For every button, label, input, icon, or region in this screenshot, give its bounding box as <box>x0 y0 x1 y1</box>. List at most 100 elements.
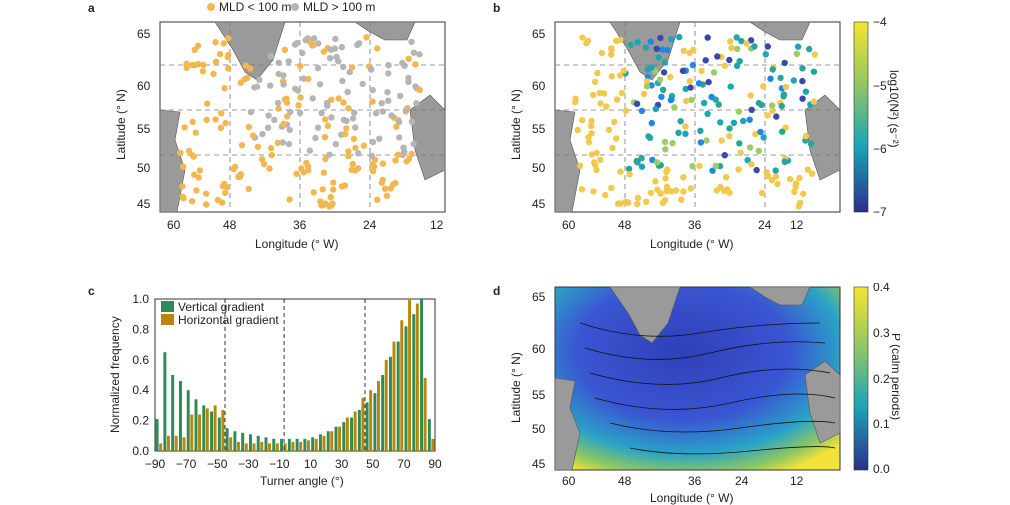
map-dot <box>351 109 358 116</box>
x-tick: 10 <box>304 457 318 471</box>
map-dot <box>682 85 689 93</box>
map-dot <box>737 149 744 156</box>
map-dot <box>687 84 694 91</box>
map-dot <box>638 154 645 162</box>
map-dot <box>678 196 685 203</box>
map-dot <box>274 99 282 107</box>
x-tick: −90 <box>145 457 166 471</box>
map-dot <box>781 158 788 165</box>
bar-horizontal-gradient <box>229 437 233 451</box>
map-dot <box>810 68 818 75</box>
map-dot <box>210 70 217 78</box>
map-dot <box>275 59 282 66</box>
legend-swatch-horizontal <box>161 314 174 325</box>
map-dot <box>679 67 687 75</box>
bar-vertical-gradient <box>155 419 159 451</box>
map-dot <box>667 96 675 104</box>
map-area <box>554 21 841 213</box>
map-dot <box>324 122 331 129</box>
x-tick: 90 <box>428 457 442 471</box>
bar-vertical-gradient <box>357 409 361 451</box>
map-dot <box>393 123 400 130</box>
map-dot <box>280 72 287 79</box>
colorbar <box>853 21 869 213</box>
map-dot <box>312 134 319 142</box>
x-tick: 50 <box>366 457 380 471</box>
map-dot <box>340 99 347 106</box>
map-dot <box>744 156 751 164</box>
map-dot <box>768 177 776 184</box>
bar-vertical-gradient <box>381 375 385 451</box>
bar-vertical-gradient <box>295 438 299 451</box>
x-axis-label: Longitude (° W) <box>255 237 339 251</box>
map-dot <box>416 86 423 94</box>
map-dot <box>318 202 325 209</box>
labrador-shape <box>554 377 581 471</box>
map-dot <box>189 118 196 126</box>
map-dot <box>735 108 743 115</box>
map-dot <box>343 125 350 132</box>
europe-shape <box>409 94 446 181</box>
y-ticks: 65 60 55 50 45 <box>532 290 546 471</box>
map-dot <box>653 159 661 166</box>
x-tick: 36 <box>688 218 702 232</box>
map-dot <box>688 96 695 104</box>
map-dot <box>802 88 810 95</box>
map-dot <box>244 74 251 81</box>
map-dot <box>338 44 345 51</box>
map-dot <box>727 38 734 45</box>
legend-label-vertical: Vertical gradient <box>178 300 265 314</box>
map-dot <box>680 188 687 195</box>
colorbar-tick: −4 <box>873 15 887 29</box>
bar-vertical-gradient <box>326 431 330 451</box>
map-dot <box>318 109 325 117</box>
map-dot <box>590 188 597 195</box>
map-dot <box>322 116 329 123</box>
bar-horizontal-gradient <box>244 443 248 451</box>
map-dot <box>617 168 624 175</box>
map-dot <box>344 88 351 96</box>
map-dot <box>597 100 604 107</box>
map-dot <box>297 94 304 101</box>
map-dot <box>321 133 329 141</box>
map-dot <box>254 143 262 150</box>
bar-horizontal-gradient <box>384 359 388 451</box>
y-tick: 50 <box>137 161 151 175</box>
map-dot <box>796 174 803 182</box>
bar-vertical-gradient <box>233 431 237 451</box>
map-dot <box>266 165 273 172</box>
map-dot <box>769 107 776 115</box>
map-dot <box>352 124 359 131</box>
map-dot <box>708 93 715 101</box>
map-dot <box>733 34 740 41</box>
map-dot <box>310 189 317 196</box>
y-tick: 65 <box>532 290 546 304</box>
bar-horizontal-gradient <box>314 438 318 451</box>
map-dot <box>381 185 389 192</box>
map-dot <box>230 165 237 173</box>
map-dot <box>760 83 767 90</box>
y-tick: 55 <box>532 388 546 402</box>
map-dot <box>657 34 664 42</box>
map-dot <box>396 134 403 141</box>
map-dot <box>281 46 289 54</box>
map-dot <box>328 114 335 121</box>
map-dot <box>345 148 352 155</box>
map-dot <box>762 51 769 58</box>
y-tick: 60 <box>532 79 546 93</box>
map-dot <box>811 51 818 58</box>
map-dot <box>723 174 730 181</box>
bar-vertical-gradient <box>373 393 377 451</box>
map-dot <box>774 180 781 188</box>
map-dot <box>193 187 200 194</box>
map-dot <box>654 186 661 193</box>
map-dot <box>368 152 375 159</box>
y-ticks: 65 60 55 50 45 <box>137 27 151 211</box>
map-dot <box>374 45 381 52</box>
map-dot <box>309 95 316 102</box>
map-dot <box>268 151 276 159</box>
map-dot <box>664 166 671 173</box>
map-dot <box>727 83 734 90</box>
map-dot <box>661 138 669 146</box>
map-dot <box>416 51 423 58</box>
